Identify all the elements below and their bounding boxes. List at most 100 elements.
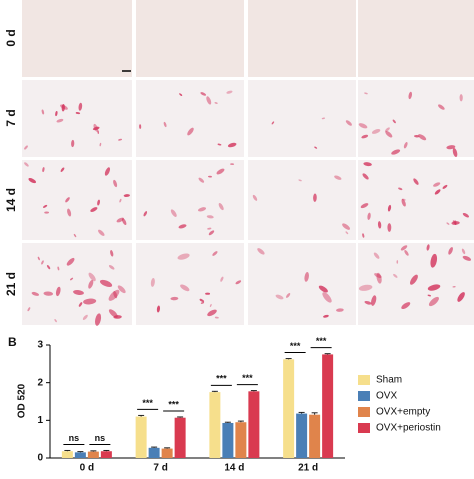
y-axis-label: OD 520	[17, 383, 28, 418]
bar	[148, 447, 160, 458]
micrograph	[248, 160, 356, 240]
stain	[218, 203, 224, 211]
stain	[427, 294, 431, 297]
stain	[214, 316, 219, 319]
stain	[401, 302, 411, 310]
stain	[457, 292, 465, 302]
stain	[205, 292, 211, 295]
stain	[275, 294, 284, 300]
stain	[434, 189, 441, 195]
stain	[462, 255, 472, 261]
stain	[360, 203, 369, 209]
legend-swatch	[358, 375, 370, 385]
stain	[177, 253, 190, 260]
micrograph	[248, 243, 356, 325]
stain	[235, 280, 242, 285]
stain	[438, 104, 445, 110]
stain	[314, 146, 318, 149]
stain	[61, 104, 65, 112]
bar	[222, 422, 234, 458]
stain	[139, 124, 142, 129]
stain	[318, 285, 328, 293]
stain	[401, 198, 406, 207]
stain	[121, 218, 127, 226]
stain	[206, 96, 212, 105]
stain	[428, 296, 439, 307]
stain	[163, 121, 167, 128]
stain	[403, 142, 408, 149]
significance-label: ***	[168, 399, 179, 409]
legend-swatch	[358, 423, 370, 433]
stain	[446, 145, 456, 150]
stain	[374, 273, 382, 278]
stain	[75, 112, 81, 115]
stain	[117, 285, 126, 294]
stain	[97, 130, 99, 134]
x-tick-label: 7 d	[153, 463, 167, 474]
stain	[214, 102, 218, 104]
stain	[88, 272, 96, 282]
bar	[248, 391, 260, 458]
stain	[37, 256, 40, 261]
micrograph	[358, 160, 474, 240]
stain	[46, 265, 51, 270]
micrograph	[22, 80, 132, 157]
stain	[304, 272, 309, 282]
stain	[31, 291, 40, 296]
stain	[230, 163, 235, 165]
micrograph	[136, 80, 244, 157]
stain	[200, 302, 205, 304]
micrograph	[136, 160, 244, 240]
row-label: 7 d	[4, 109, 18, 126]
bar	[61, 451, 73, 458]
significance-label: ***	[316, 336, 327, 346]
stain	[66, 257, 75, 266]
bar	[135, 416, 147, 458]
stain	[44, 211, 50, 214]
stain	[364, 92, 368, 95]
stain	[170, 209, 177, 217]
legend-label: Sham	[376, 375, 402, 386]
stain	[226, 90, 233, 94]
row-label: 14 d	[4, 188, 18, 212]
legend-swatch	[358, 391, 370, 401]
stain	[371, 129, 381, 134]
stain	[391, 149, 401, 155]
stain	[43, 291, 54, 296]
stain	[83, 298, 97, 305]
stain	[43, 204, 48, 208]
legend-label: OVX+periostin	[376, 423, 441, 434]
stain	[334, 175, 342, 180]
stain	[92, 126, 100, 131]
stain	[82, 314, 88, 321]
stain	[362, 173, 369, 180]
stain	[27, 307, 31, 312]
stain	[418, 134, 427, 141]
stain	[88, 279, 94, 289]
stain	[123, 194, 130, 197]
stain	[110, 250, 114, 257]
x-tick-label: 14 d	[224, 463, 244, 474]
bar	[209, 392, 221, 458]
stain	[208, 230, 215, 236]
micrograph	[136, 243, 244, 325]
legend-label: OVX+empty	[376, 407, 430, 418]
bar	[174, 417, 186, 458]
stain	[442, 184, 448, 189]
significance-label: ns	[69, 433, 80, 443]
stain	[217, 143, 222, 146]
stain	[373, 252, 380, 259]
stain	[367, 212, 371, 220]
stain	[73, 289, 84, 295]
significance-label: ***	[216, 374, 227, 384]
stain	[180, 284, 190, 292]
stain	[452, 147, 458, 158]
stain	[321, 117, 326, 120]
stain	[118, 138, 123, 141]
stain	[364, 300, 372, 305]
stain	[42, 167, 45, 173]
stain	[54, 319, 57, 323]
stain	[108, 265, 115, 270]
stain	[24, 145, 28, 150]
row-label: 21 d	[4, 272, 18, 296]
